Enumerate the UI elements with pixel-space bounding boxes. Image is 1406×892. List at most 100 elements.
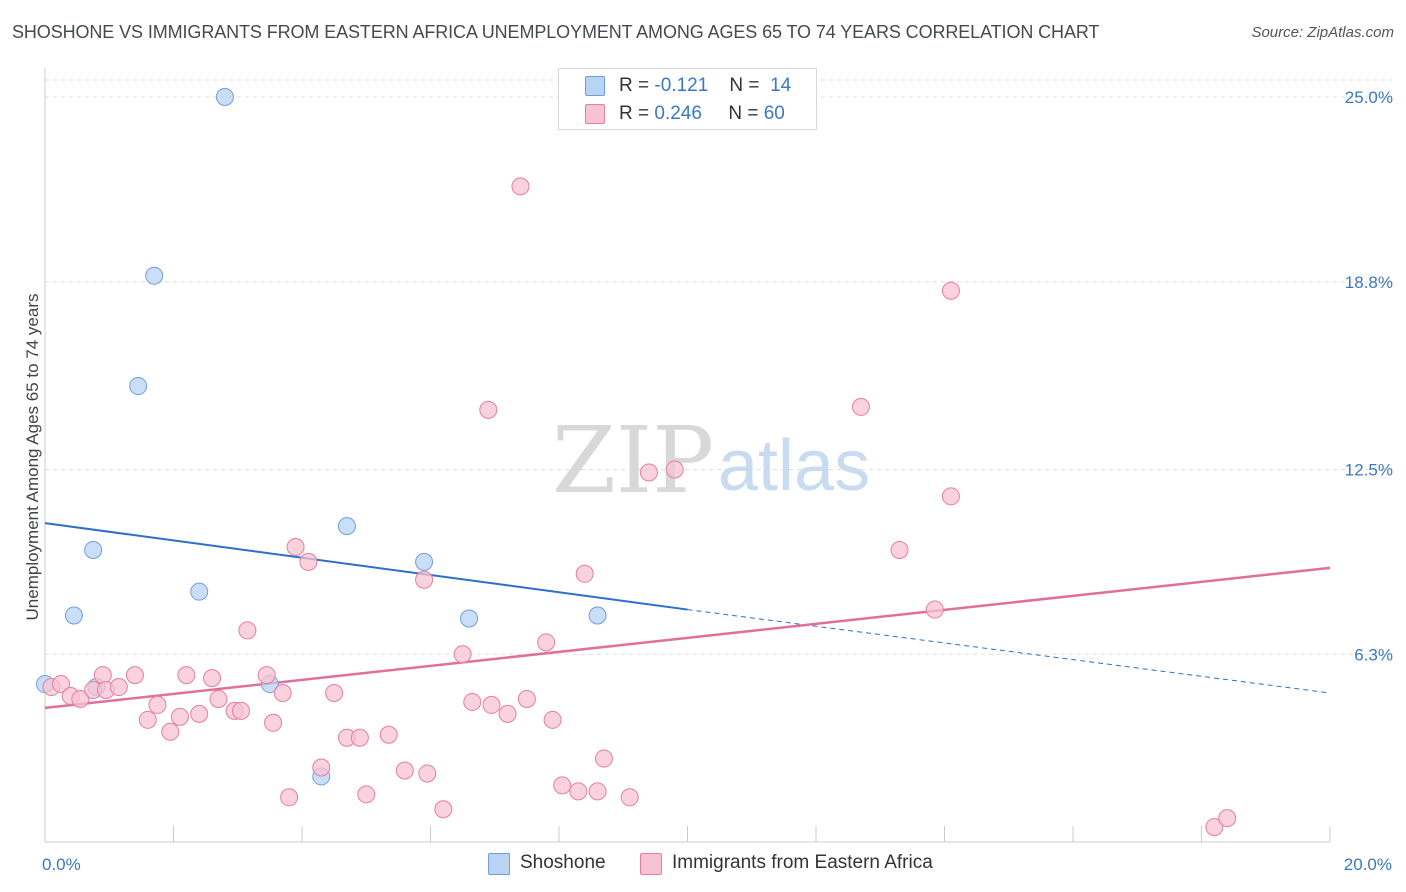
shoshone-trend-line xyxy=(44,522,688,611)
shoshone-legend-label: Shoshone xyxy=(520,852,606,873)
eastern-africa-point xyxy=(190,704,209,723)
n-label: N = xyxy=(729,75,760,96)
eastern-africa-point xyxy=(482,695,501,714)
watermark-atlas: atlas xyxy=(718,426,870,506)
grid-lines xyxy=(45,79,1392,655)
watermark-zip: ZIP xyxy=(552,407,714,514)
eastern-africa-point xyxy=(941,487,960,506)
shoshone-point xyxy=(84,540,103,559)
eastern-africa-point xyxy=(52,675,71,694)
eastern-africa-point xyxy=(379,725,398,744)
n-label: N = xyxy=(728,103,759,124)
eastern-africa-point xyxy=(418,764,437,783)
y-tick-label: 6.3% xyxy=(1354,645,1393,664)
eastern-africa-point xyxy=(453,645,472,664)
eastern-africa-point xyxy=(1205,818,1224,837)
y-axis-label: Unemployment Among Ages 65 to 74 years xyxy=(23,294,42,621)
eastern-africa-point xyxy=(537,633,556,652)
stats-legend: R = -0.121 N = 14 R = 0.246 N = 60 xyxy=(558,68,817,130)
eastern-africa-point xyxy=(350,728,369,747)
watermark: ZIP atlas xyxy=(552,407,870,514)
eastern-africa-point xyxy=(665,460,684,479)
shoshone-legend-swatch xyxy=(488,853,510,875)
eastern-africa-point xyxy=(231,701,250,720)
eastern-africa-point xyxy=(941,281,960,300)
eastern-africa-point xyxy=(177,666,196,685)
eastern-africa-point xyxy=(138,710,157,729)
eastern-africa-point xyxy=(93,666,112,685)
shoshone-swatch xyxy=(585,76,605,96)
x-tick-label: 20.0% xyxy=(1344,855,1392,874)
eastern-africa-point xyxy=(575,564,594,583)
shoshone-point xyxy=(145,266,164,285)
eastern-africa-point xyxy=(925,600,944,619)
eastern-africa-point xyxy=(1218,809,1237,828)
eastern-africa-r-value: 0.246 xyxy=(654,103,702,124)
shoshone-point xyxy=(337,517,356,536)
eastern-africa-point xyxy=(569,782,588,801)
shoshone-point xyxy=(64,606,83,625)
eastern-africa-point xyxy=(264,713,283,732)
r-label: R = xyxy=(619,75,650,96)
eastern-africa-point xyxy=(286,537,305,556)
eastern-africa-point xyxy=(851,397,870,416)
y-tick-labels: 6.3% 12.5% 18.8% 25.0% xyxy=(1345,88,1393,664)
eastern-africa-point xyxy=(325,684,344,702)
eastern-africa-point xyxy=(257,666,276,685)
eastern-africa-trend-line xyxy=(44,566,1331,710)
shoshone-point xyxy=(190,582,209,601)
y-tick-label: 25.0% xyxy=(1345,88,1393,107)
axes xyxy=(44,68,1331,843)
eastern-africa-point xyxy=(71,689,90,708)
eastern-africa-point xyxy=(280,788,299,807)
x-tick-labels: 0.0% 20.0% xyxy=(42,855,1392,874)
eastern-africa-point xyxy=(553,776,572,795)
chart-title: SHOSHONE VS IMMIGRANTS FROM EASTERN AFRI… xyxy=(12,22,1100,42)
r-label: R = xyxy=(619,103,650,124)
eastern-africa-point xyxy=(434,800,453,819)
eastern-africa-point xyxy=(125,666,144,685)
eastern-africa-point xyxy=(109,678,128,697)
eastern-africa-point xyxy=(312,758,331,777)
eastern-africa-swatch xyxy=(585,104,605,124)
eastern-africa-point xyxy=(463,692,482,711)
eastern-africa-point xyxy=(594,749,613,768)
shoshone-point xyxy=(215,88,234,106)
eastern-africa-point xyxy=(511,177,530,196)
eastern-africa-point xyxy=(498,704,517,723)
eastern-africa-point xyxy=(161,722,180,741)
shoshone-trend-extension xyxy=(687,609,1331,694)
eastern-africa-point xyxy=(620,788,639,807)
shoshone-point xyxy=(129,377,148,396)
eastern-africa-point xyxy=(639,463,658,482)
eastern-africa-legend-label: Immigrants from Eastern Africa xyxy=(672,852,933,873)
eastern-africa-point xyxy=(203,669,222,688)
eastern-africa-point xyxy=(588,782,607,801)
data-points xyxy=(36,88,1237,837)
eastern-africa-point xyxy=(170,707,189,726)
eastern-africa-point xyxy=(299,552,318,571)
trend-lines xyxy=(44,522,1331,710)
shoshone-point xyxy=(588,606,607,625)
eastern-africa-point xyxy=(209,689,228,708)
y-tick-label: 12.5% xyxy=(1345,461,1393,480)
eastern-africa-point xyxy=(890,540,909,559)
shoshone-n-value: 14 xyxy=(770,75,792,96)
shoshone-point xyxy=(415,552,434,571)
source-label: Source: ZipAtlas.com xyxy=(1251,24,1394,41)
eastern-africa-point xyxy=(479,400,498,419)
eastern-africa-point xyxy=(543,710,562,729)
eastern-africa-point xyxy=(238,621,257,640)
eastern-africa-legend-swatch xyxy=(640,853,662,875)
eastern-africa-point xyxy=(395,761,414,780)
eastern-africa-point xyxy=(273,684,292,702)
x-tick-label: 0.0% xyxy=(42,855,81,874)
eastern-africa-point xyxy=(148,695,167,714)
eastern-africa-point xyxy=(517,689,536,708)
eastern-africa-point xyxy=(415,570,434,589)
y-tick-label: 18.8% xyxy=(1345,273,1393,292)
shoshone-r-value: -0.121 xyxy=(654,75,709,96)
shoshone-point xyxy=(460,609,479,628)
eastern-africa-point xyxy=(357,785,376,804)
